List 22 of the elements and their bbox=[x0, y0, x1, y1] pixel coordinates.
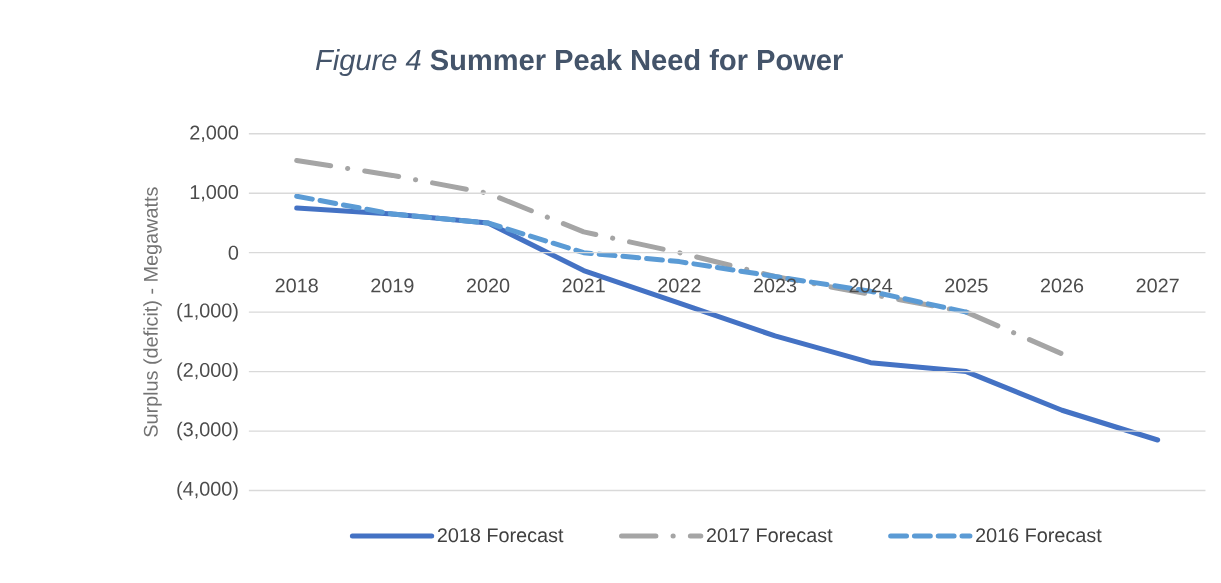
x-tick-label: 2022 bbox=[658, 278, 701, 293]
legend-label: 2018 Forecast bbox=[437, 528, 564, 543]
x-tick-label: 2024 bbox=[849, 278, 893, 293]
y-tick-label: 1,000 bbox=[190, 185, 239, 202]
y-tick-label: 0 bbox=[228, 245, 239, 260]
legend-label: 2016 Forecast bbox=[976, 528, 1102, 543]
y-tick-label: 2,000 bbox=[190, 125, 239, 143]
y-tick-label: (1,000) bbox=[177, 303, 238, 322]
x-tick-label: 2020 bbox=[466, 278, 510, 293]
chart-title: Figure 4 Summer Peak Need for Power bbox=[315, 49, 843, 77]
y-axis-title: Surplus (deficit) - Megawatts bbox=[143, 187, 162, 437]
x-tick-label: 2021 bbox=[562, 278, 605, 293]
y-tick-label: (2,000) bbox=[177, 362, 238, 381]
x-tick-label: 2023 bbox=[753, 278, 797, 293]
x-tick-label: 2026 bbox=[1040, 278, 1084, 293]
legend-label: 2017 Forecast bbox=[706, 528, 833, 543]
x-tick-label: 2018 bbox=[275, 278, 318, 293]
x-tick-label: 2025 bbox=[945, 278, 988, 293]
x-tick-label: 2019 bbox=[371, 278, 414, 293]
x-tick-label: 2027 bbox=[1136, 278, 1179, 293]
y-tick-label: (4,000) bbox=[177, 481, 238, 500]
y-tick-label: (3,000) bbox=[177, 421, 238, 441]
